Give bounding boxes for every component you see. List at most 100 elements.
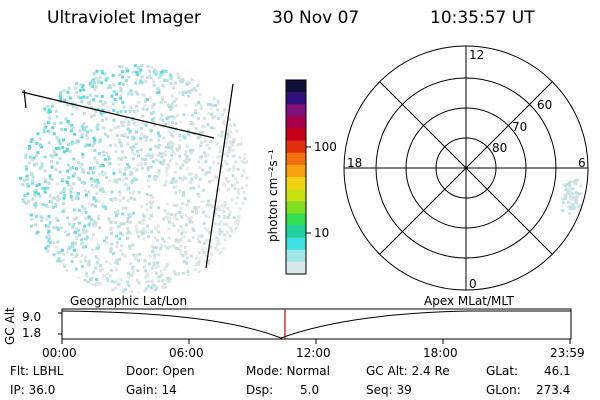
uv-pixel	[91, 248, 95, 252]
uv-image	[19, 64, 249, 293]
uv-pixel	[140, 75, 144, 79]
uv-pixel	[163, 244, 167, 248]
uv-pixel	[223, 108, 227, 111]
uv-pixel	[117, 282, 121, 286]
polar-aurora	[560, 178, 583, 215]
uv-pixel	[76, 192, 80, 196]
uv-pixel	[58, 170, 62, 174]
uv-pixel	[157, 143, 161, 147]
uv-pixel	[118, 171, 122, 174]
uv-pixel	[167, 115, 171, 119]
uv-pixel	[159, 270, 163, 274]
uv-pixel	[236, 129, 240, 133]
uv-pixel	[237, 219, 241, 223]
uv-pixel	[99, 111, 103, 115]
uv-pixel	[175, 147, 179, 150]
uv-pixel	[211, 260, 215, 264]
uv-pixel	[94, 179, 98, 183]
uv-pixel	[87, 190, 91, 194]
uv-pixel	[71, 105, 75, 108]
uv-pixel	[201, 130, 205, 134]
uv-pixel	[188, 172, 192, 176]
uv-pixel	[187, 158, 191, 162]
uv-pixel	[226, 169, 230, 173]
uv-pixel	[225, 245, 229, 249]
uv-pixel	[176, 148, 180, 152]
uv-pixel	[150, 244, 154, 248]
uv-pixel	[54, 153, 58, 157]
uv-pixel	[219, 146, 223, 150]
uv-pixel	[204, 171, 208, 175]
uv-pixel	[180, 178, 184, 182]
uv-pixel	[169, 82, 173, 86]
uv-pixel	[231, 174, 235, 178]
uv-pixel	[165, 180, 169, 184]
uv-pixel	[133, 166, 137, 170]
uv-pixel	[43, 107, 47, 111]
uv-pixel	[159, 73, 163, 77]
uv-pixel	[150, 279, 154, 283]
uv-pixel	[54, 203, 58, 206]
uv-pixel	[98, 164, 102, 168]
uv-pixel	[167, 130, 171, 134]
uv-pixel	[58, 157, 62, 161]
uv-pixel	[92, 185, 96, 189]
uv-pixel	[48, 221, 52, 225]
glat-value: 46.1	[544, 364, 571, 378]
uv-pixel	[178, 146, 182, 150]
uv-pixel	[174, 97, 178, 101]
aurora-pixel	[564, 188, 568, 192]
uv-pixel	[144, 138, 148, 142]
uv-pixel	[43, 187, 47, 191]
uv-pixel	[127, 186, 131, 190]
uv-pixel	[181, 92, 185, 96]
uv-pixel	[190, 88, 194, 92]
uv-pixel	[72, 182, 76, 186]
uv-pixel	[138, 253, 142, 256]
dsp-value: 5.0	[300, 383, 320, 397]
uv-pixel	[83, 279, 87, 282]
uv-pixel	[150, 154, 154, 158]
uv-pixel	[150, 112, 153, 115]
uv-pixel	[194, 208, 198, 212]
uv-pixel	[85, 272, 89, 276]
uv-pixel	[101, 118, 105, 122]
uv-pixel	[220, 130, 224, 134]
uv-pixel	[173, 185, 176, 189]
uv-pixel	[209, 103, 213, 107]
uv-pixel	[126, 220, 130, 224]
uv-pixel	[146, 76, 149, 79]
uv-pixel	[160, 96, 164, 99]
uv-pixel	[40, 145, 43, 149]
aurora-pixel	[567, 190, 571, 194]
uv-pixel	[150, 266, 154, 270]
uv-pixel	[143, 269, 147, 273]
uv-pixel	[143, 237, 146, 241]
uv-pixel	[135, 278, 139, 282]
colorbar-band	[286, 128, 306, 142]
uv-pixel	[222, 209, 226, 213]
uv-pixel	[154, 271, 158, 275]
uv-pixel	[179, 244, 183, 248]
uv-pixel	[85, 134, 89, 138]
uv-pixel	[71, 245, 75, 249]
uv-pixel	[73, 86, 77, 90]
uv-pixel	[233, 123, 237, 127]
uv-pixel	[172, 269, 176, 273]
uv-pixel	[178, 248, 182, 252]
uv-pixel	[216, 238, 220, 242]
uv-pixel	[106, 279, 110, 283]
uv-pixel	[197, 195, 201, 199]
uv-pixel	[178, 189, 182, 193]
uv-pixel	[190, 177, 194, 181]
uv-pixel	[95, 261, 99, 265]
uv-pixel	[54, 109, 58, 113]
observation-time: 10:35:57 UT	[430, 8, 535, 28]
uv-pixel	[56, 228, 60, 232]
uv-pixel	[101, 275, 105, 278]
uv-pixel	[176, 272, 180, 276]
uv-pixel	[193, 206, 197, 210]
uv-pixel	[96, 246, 100, 250]
uv-pixel	[207, 146, 211, 150]
uv-pixel	[232, 148, 236, 152]
